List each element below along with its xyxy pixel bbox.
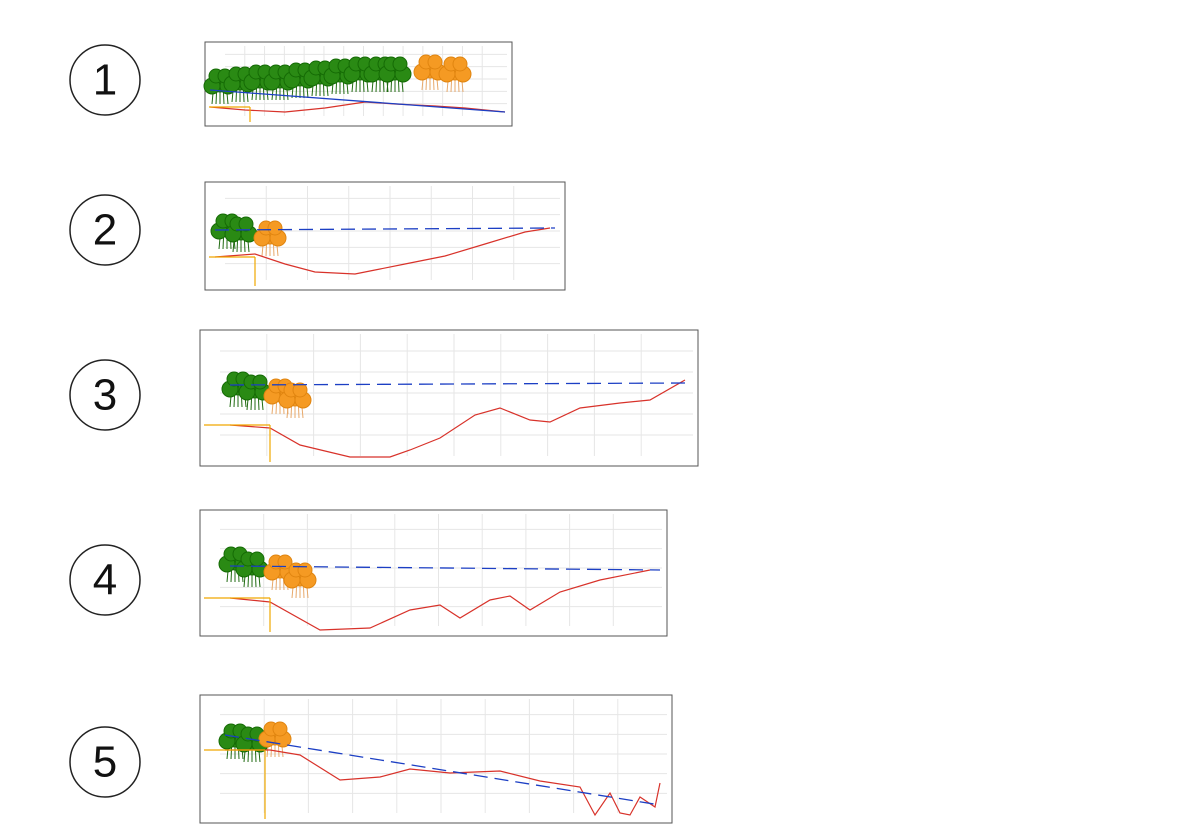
sight-line: [229, 382, 686, 386]
tree-crown: [238, 216, 254, 232]
panel-number: 3: [93, 371, 117, 420]
sight-line: [229, 565, 661, 571]
terrain-profile: [229, 569, 651, 631]
profile-panel: [203, 41, 513, 127]
terrain-profile: [225, 749, 661, 817]
tree-crown: [427, 54, 443, 70]
profile-panel: [199, 329, 699, 467]
panel-number: 2: [93, 206, 117, 255]
tree-crown: [267, 220, 283, 236]
panel-number: 5: [93, 738, 117, 787]
tree-crown: [292, 382, 308, 398]
tree-crown: [297, 562, 313, 578]
panel-number: 4: [93, 556, 117, 605]
badge: [69, 359, 141, 431]
terrain-profile: [229, 379, 686, 458]
tree-crown: [277, 554, 293, 570]
tree-crown: [392, 56, 408, 72]
profile-panel: [199, 509, 668, 637]
badge: [69, 726, 141, 798]
panel-number: 1: [93, 56, 117, 105]
tree-crown: [272, 721, 288, 737]
sight-line: [214, 227, 556, 231]
panel-frame: [199, 694, 673, 824]
sight-line: [209, 89, 506, 113]
terrain-profile: [214, 227, 551, 275]
profile-panel: [199, 694, 673, 824]
tree-crown: [452, 56, 468, 72]
profile-panel: [204, 181, 566, 291]
badge: [69, 194, 141, 266]
profile-panels: [199, 41, 699, 824]
number-badges: 1 2 3 4 5: [69, 44, 141, 798]
sight-line: [224, 734, 661, 806]
badge: [69, 44, 141, 116]
tree-crown: [249, 551, 265, 567]
badge: [69, 544, 141, 616]
tree-crown: [252, 374, 268, 390]
